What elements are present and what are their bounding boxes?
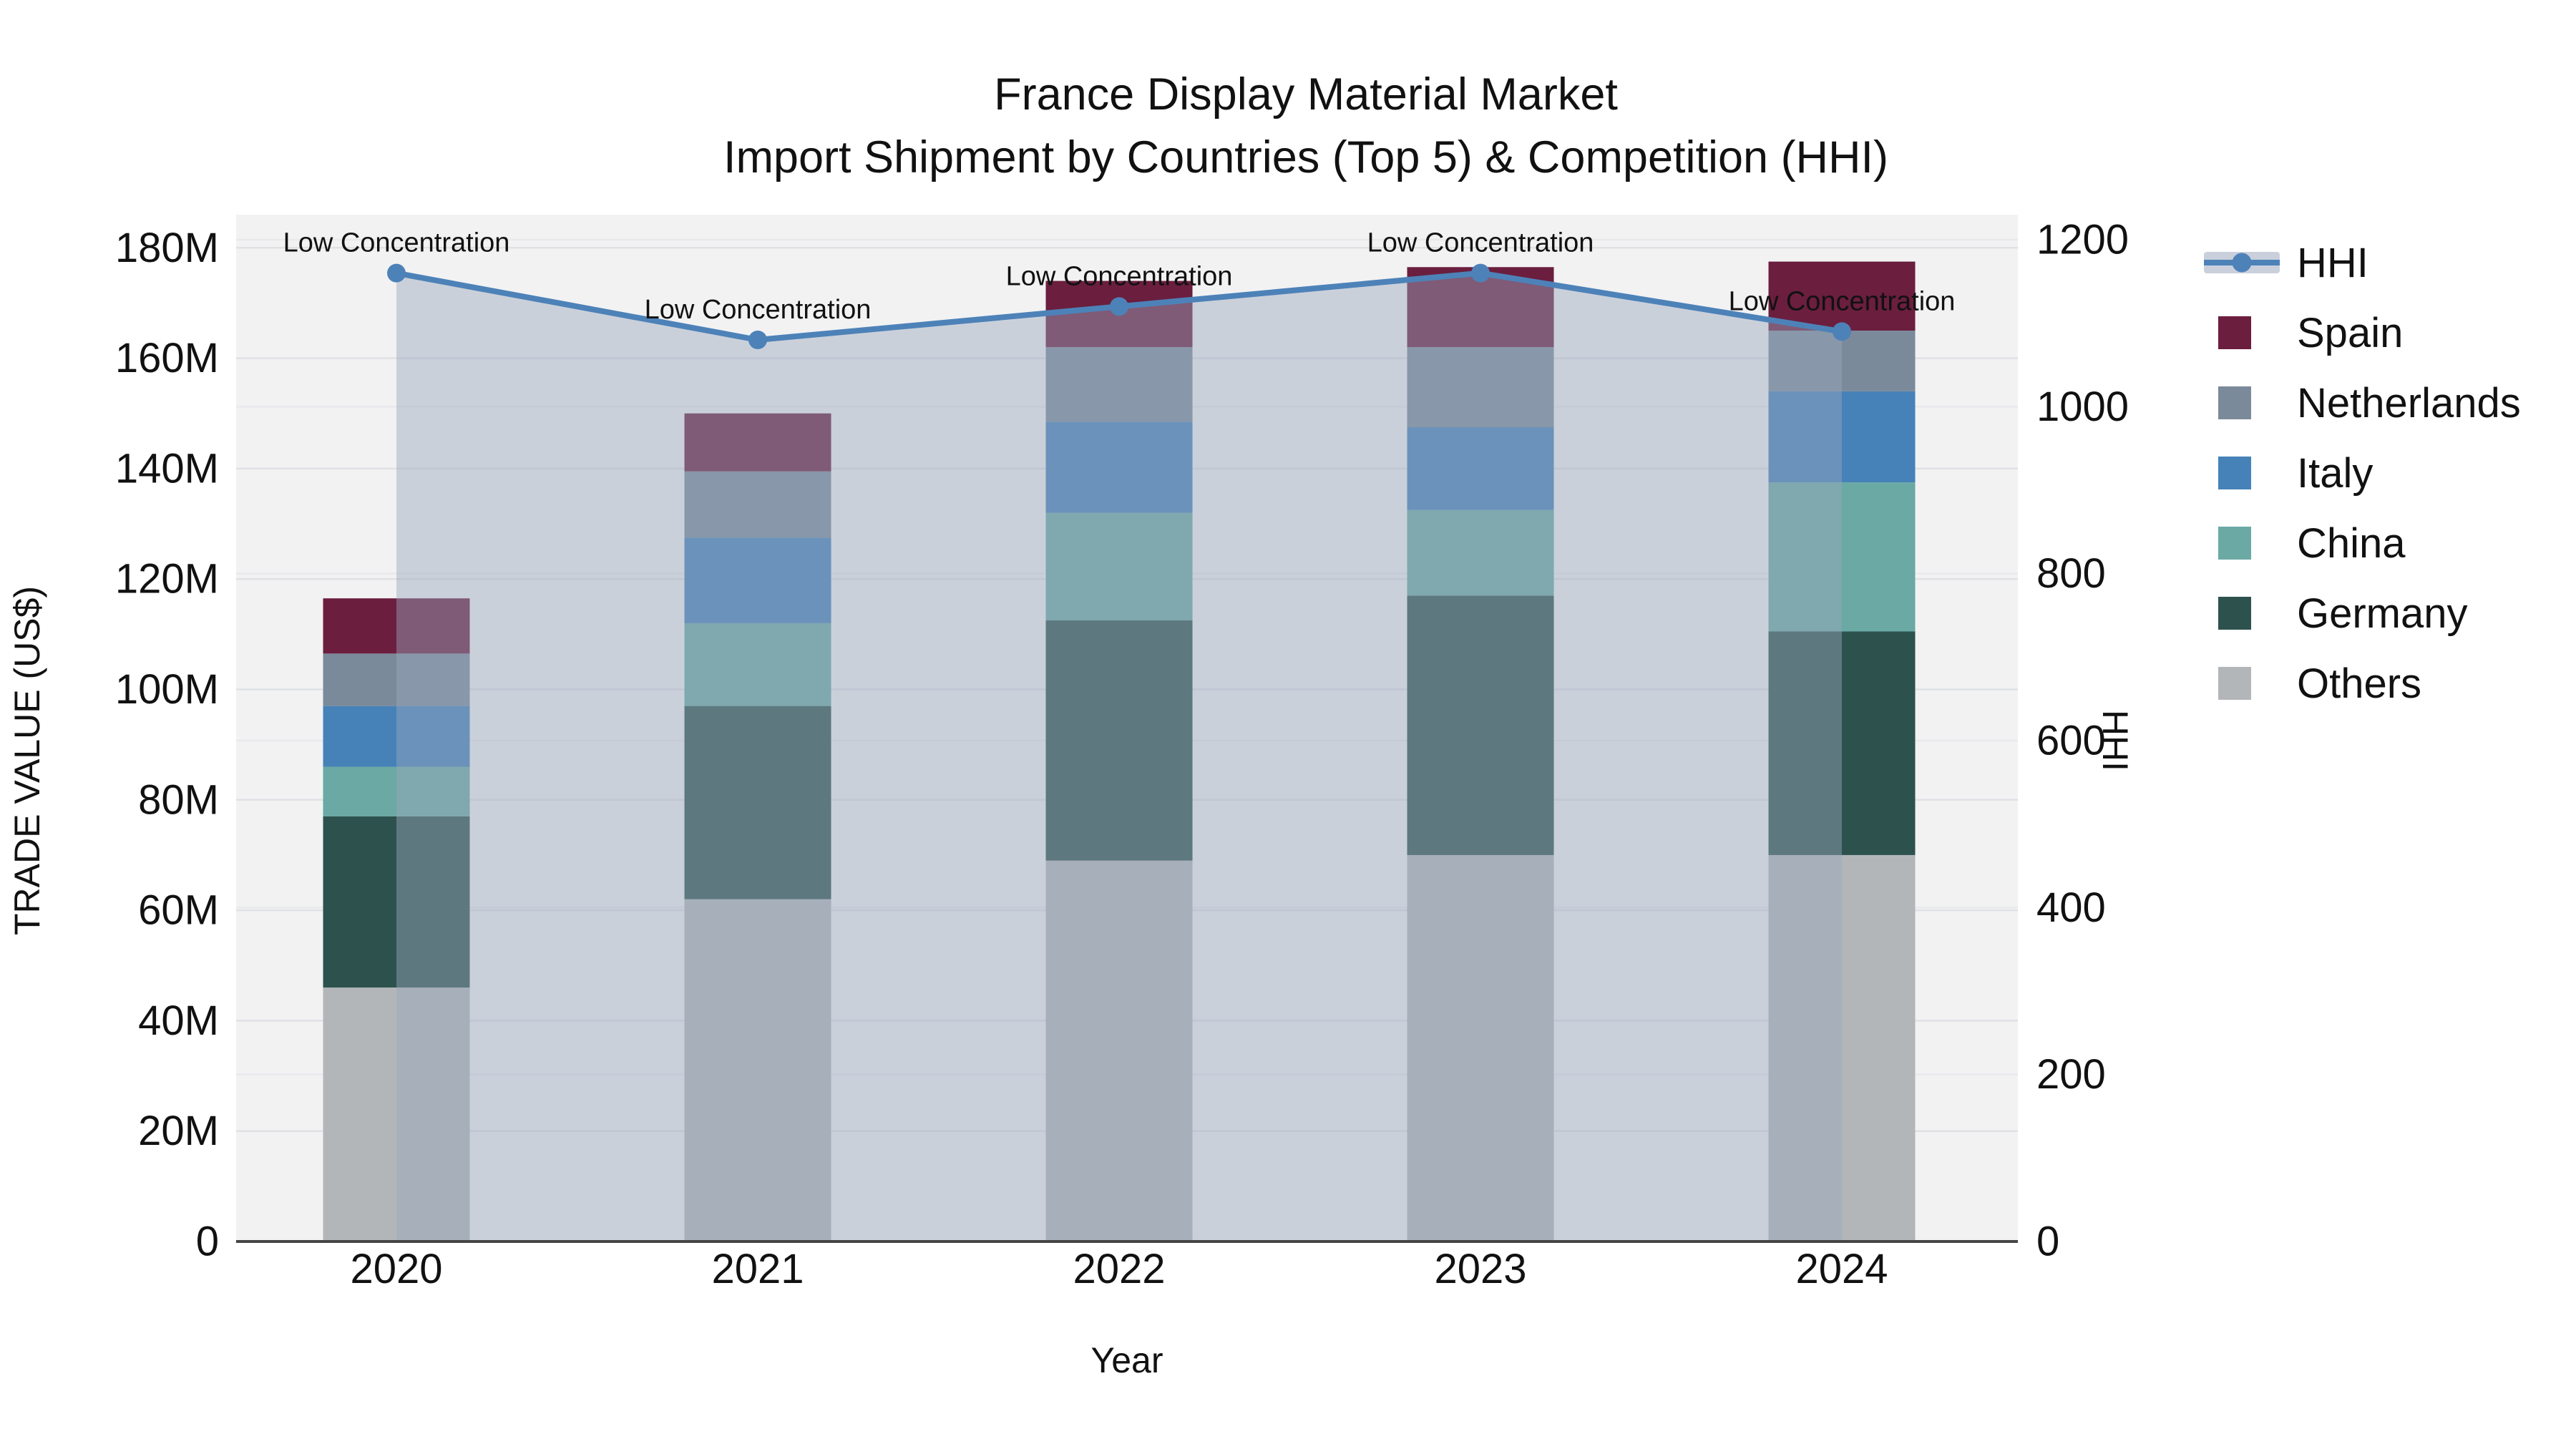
y-right-tick-1200: 1200 [2036, 217, 2129, 263]
swatch-china [2218, 527, 2251, 560]
bar-segment-spain-2020 [323, 598, 470, 654]
y-left-tick-140M: 140M [115, 445, 219, 492]
bar-segment-germany-2020 [323, 816, 470, 988]
y-right-tick-400: 400 [2036, 884, 2106, 931]
bar-segment-italy-2024 [1768, 391, 1916, 483]
bar-segment-italy-2020 [323, 706, 470, 767]
bar-segment-china-2020 [323, 766, 470, 816]
chart-title-line2: Import Shipment by Countries (Top 5) & C… [723, 132, 1889, 182]
hhi-marker-2020 [387, 263, 406, 283]
hhi-marker-2023 [1471, 263, 1490, 283]
legend-label-hhi: HHI [2297, 239, 2368, 286]
swatch-italy [2218, 457, 2251, 489]
legend-item-hhi: HHI [2190, 228, 2521, 298]
y-left-tick-100M: 100M [115, 666, 219, 713]
x-tick-2022: 2022 [1073, 1246, 1165, 1292]
legend-item-spain: Spain [2190, 298, 2521, 368]
bar-segment-spain-2024 [1768, 261, 1916, 331]
chart-title-line1: France Display Material Market [994, 69, 1618, 119]
hhi-marker-swatch [2232, 253, 2252, 273]
legend-item-germany: Germany [2190, 578, 2521, 648]
x-tick-2024: 2024 [1795, 1246, 1888, 1292]
bar-segment-others-2024 [1768, 854, 1916, 1241]
hhi-line-icon [2190, 252, 2297, 273]
legend-swatch-icon [2190, 386, 2297, 419]
swatch-spain [2218, 316, 2251, 349]
bar-segment-italy-2023 [1407, 427, 1554, 510]
hhi-area-fill [396, 273, 1842, 1242]
legend-label-italy: Italy [2297, 449, 2373, 497]
annotation-2024: Low Concentration [1729, 286, 1956, 316]
bar-segment-germany-2021 [684, 706, 831, 899]
swatch-others [2218, 667, 2251, 700]
legend: HHI Spain Netherlands Italy China Germany Othe… [2190, 228, 2521, 718]
bar-segment-italy-2022 [1045, 421, 1193, 513]
bar-segment-netherlands-2021 [684, 471, 831, 538]
x-tick-2021: 2021 [711, 1246, 804, 1292]
x-tick-2023: 2023 [1434, 1246, 1526, 1292]
x-axis-title: Year [1091, 1340, 1163, 1380]
legend-swatch-icon [2190, 457, 2297, 489]
bar-segment-others-2020 [323, 987, 470, 1241]
hhi-area-swatch [2204, 252, 2280, 273]
legend-swatch-icon [2190, 527, 2297, 560]
y-left-tick-120M: 120M [115, 556, 219, 602]
y-left-tick-60M: 60M [138, 887, 219, 934]
bar-segment-netherlands-2023 [1407, 347, 1554, 428]
annotation-2020: Low Concentration [283, 228, 510, 258]
bar-segment-others-2023 [1407, 854, 1554, 1241]
legend-item-china: China [2190, 508, 2521, 578]
y-left-tick-160M: 160M [115, 335, 219, 381]
legend-swatch-icon [2190, 316, 2297, 349]
bar-segment-china-2021 [684, 623, 831, 706]
hhi-marker-2021 [748, 331, 767, 349]
legend-swatch-icon [2190, 597, 2297, 630]
annotation-2023: Low Concentration [1367, 228, 1594, 258]
bar-segment-china-2023 [1407, 509, 1554, 596]
bar-segment-others-2022 [1045, 860, 1193, 1241]
hhi-marker-2022 [1110, 297, 1128, 316]
hhi-marker-2024 [1833, 322, 1851, 341]
legend-label-spain: Spain [2297, 309, 2404, 356]
x-tick-2020: 2020 [350, 1246, 442, 1292]
annotation-2022: Low Concentration [1006, 261, 1233, 291]
legend-label-china: China [2297, 519, 2406, 567]
bar-segment-others-2021 [684, 899, 831, 1241]
bar-segment-netherlands-2022 [1045, 347, 1193, 422]
bar-segment-italy-2021 [684, 537, 831, 623]
legend-item-italy: Italy [2190, 438, 2521, 508]
legend-label-others: Others [2297, 660, 2422, 707]
chart-title: France Display Material Market Import Sh… [72, 63, 2540, 189]
bar-segment-germany-2023 [1407, 595, 1554, 855]
legend-swatch-icon [2190, 667, 2297, 700]
y-right-tick-600: 600 [2036, 718, 2106, 764]
y-left-tick-20M: 20M [138, 1108, 219, 1154]
bar-segment-germany-2024 [1768, 631, 1916, 855]
y-right-axis-title: HHI [2095, 709, 2135, 772]
bar-segment-china-2024 [1768, 482, 1916, 632]
swatch-germany [2218, 597, 2251, 630]
legend-item-netherlands: Netherlands [2190, 368, 2521, 438]
legend-label-netherlands: Netherlands [2297, 379, 2521, 426]
y-left-tick-40M: 40M [138, 997, 219, 1044]
y-left-tick-80M: 80M [138, 776, 219, 823]
legend-label-germany: Germany [2297, 590, 2468, 637]
y-right-tick-800: 800 [2036, 550, 2106, 597]
bar-segment-spain-2021 [684, 413, 831, 472]
bar-segment-netherlands-2020 [323, 653, 470, 706]
bar-segment-germany-2022 [1045, 620, 1193, 861]
legend-item-others: Others [2190, 648, 2521, 718]
y-left-axis-title: TRADE VALUE (US$) [7, 585, 47, 936]
bar-segment-china-2022 [1045, 512, 1193, 621]
y-left-tick-180M: 180M [115, 225, 219, 271]
y-right-tick-200: 200 [2036, 1051, 2106, 1098]
y-left-tick-0: 0 [196, 1219, 219, 1265]
annotation-2021: Low Concentration [645, 295, 872, 325]
y-right-tick-1000: 1000 [2036, 384, 2129, 430]
swatch-netherlands [2218, 386, 2251, 419]
y-right-tick-0: 0 [2036, 1219, 2059, 1265]
